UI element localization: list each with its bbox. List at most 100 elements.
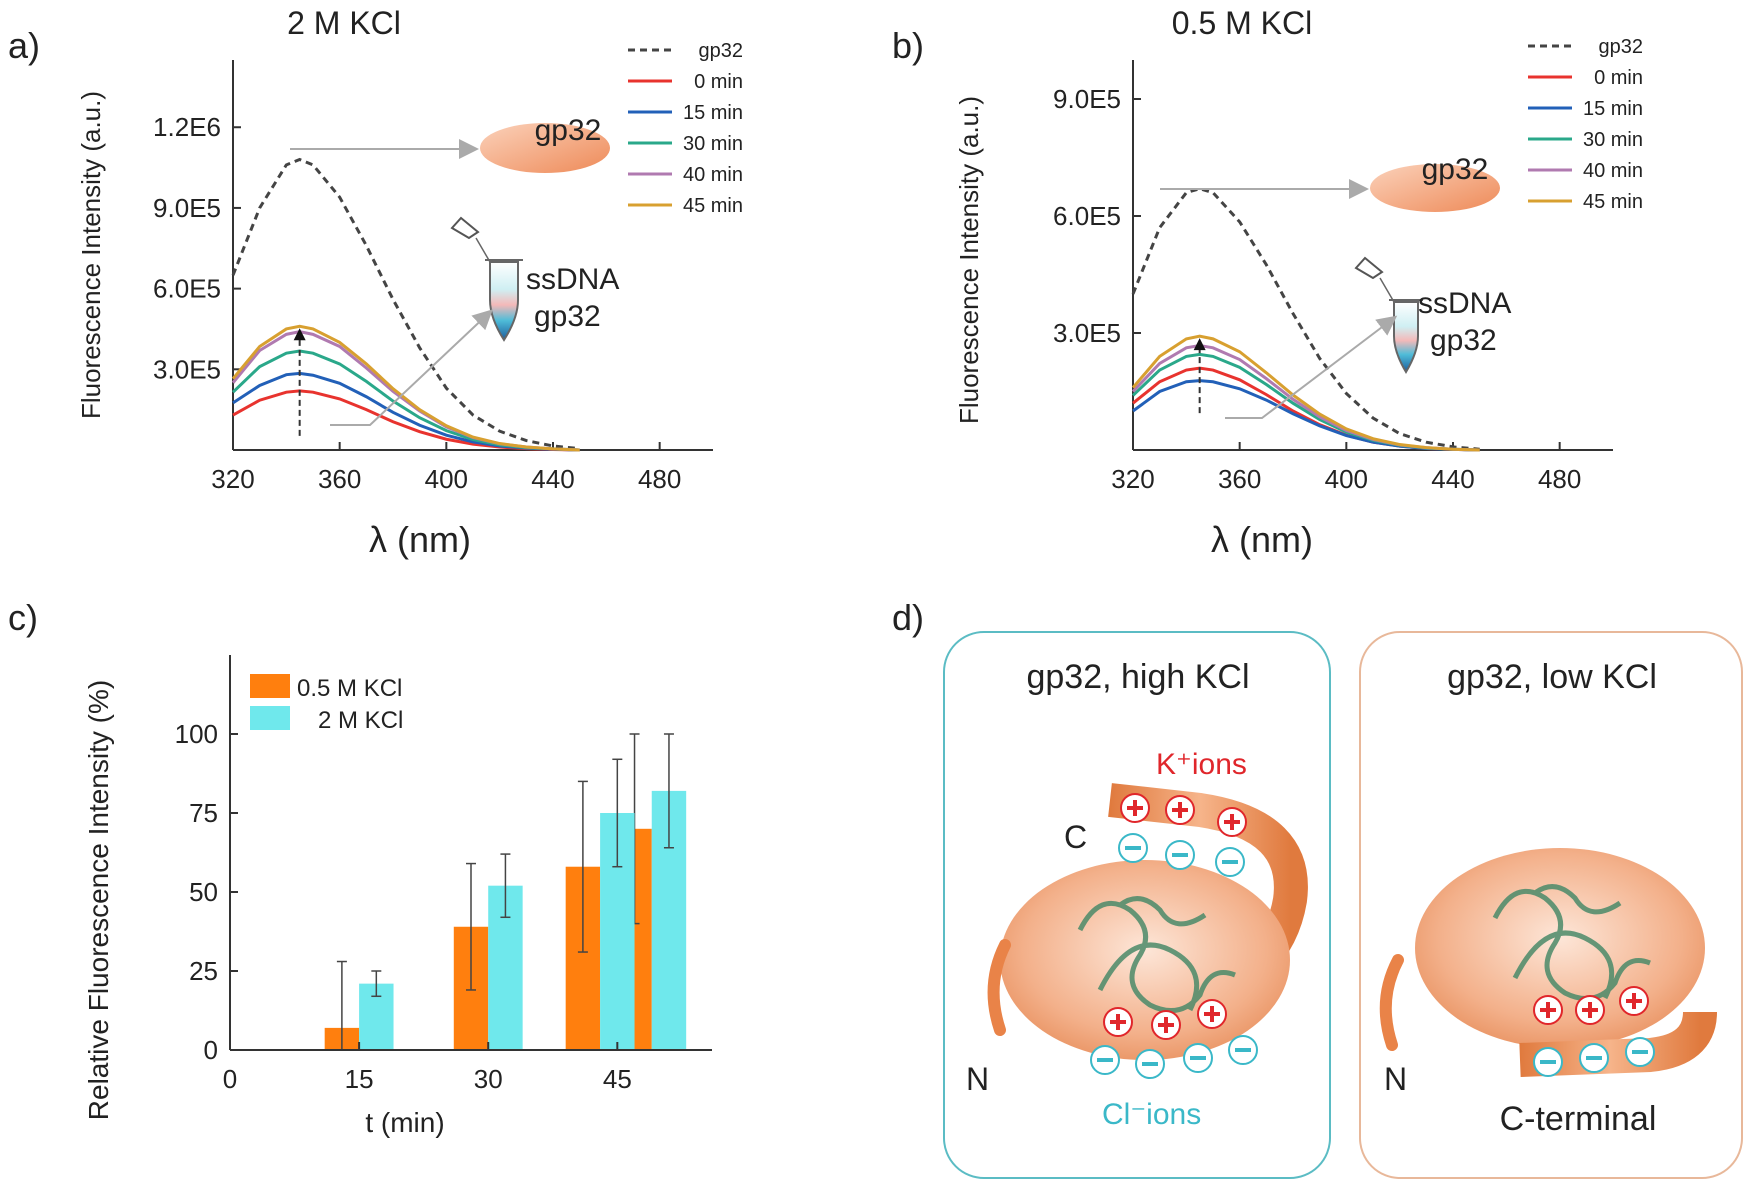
panel-b-xlabel: λ (nm) (1211, 519, 1313, 560)
protein-structure-right (1492, 884, 1651, 1002)
panel-b-tube-icon (1354, 256, 1423, 374)
peak-arrowhead (293, 328, 306, 341)
panel-a: a) 2 M KCl Fluorescence Intensity (a.u.)… (8, 5, 743, 560)
series-line-15-min (232, 371, 580, 452)
x-tick-label: 320 (1111, 464, 1154, 494)
panel-c-ylabel: Relative Fluorescence Intensity (%) (83, 680, 114, 1120)
legend-label-0: gp32 (699, 40, 744, 62)
cl-ions-label: Cl⁻ions (1102, 1098, 1201, 1131)
ions-left (1090, 793, 1258, 1079)
n-terminal-ribbon-left (987, 939, 1011, 1036)
panel-a-tube-icon (450, 216, 523, 342)
x-tick-label: 0 (223, 1064, 237, 1094)
series-line-45-min (1131, 334, 1480, 452)
peak-arrowhead (1193, 338, 1206, 351)
panel-b-tube-label-2: gp32 (1430, 324, 1497, 357)
legend-swatch-2M (250, 706, 290, 730)
panel-a-legend: gp32 0 min 15 min 30 min 40 min 45 min (628, 40, 743, 217)
panel-d-letter: d) (892, 597, 924, 638)
legend-label-1: 0 min (694, 71, 743, 93)
x-tick-label: 30 (474, 1064, 503, 1094)
legend-label-0.5M: 0.5 M KCl (297, 675, 402, 702)
panel-a-xlabel: λ (nm) (369, 519, 471, 560)
series-line-15-min (1132, 379, 1480, 452)
panel-c: c) Relative Fluorescence Intensity (%) t… (8, 597, 712, 1138)
k-ions-label: K⁺ions (1156, 748, 1247, 781)
protein-body-left (1000, 860, 1290, 1060)
panel-b: b) 0.5 M KCl Fluorescence Intensity (a.u… (892, 5, 1643, 560)
x-tick-label: 360 (318, 464, 361, 494)
series-line-gp32 (231, 157, 580, 451)
legend-label-4: 40 min (683, 164, 743, 186)
x-tick-label: 480 (638, 464, 681, 494)
x-tick-label: 360 (1218, 464, 1261, 494)
panel-a-plot: 320 360 400 440 480 3.0E5 6.0E5 9.0E5 1.2E6 (153, 60, 713, 494)
high-kcl-title: gp32, high KCl (1026, 658, 1249, 696)
panel-c-legend: 0.5 M KCl 2 M KCl (250, 674, 403, 734)
y-tick-label: 6.0E5 (153, 274, 221, 304)
panel-d: d) gp32, high KCl K⁺ions C N Cl⁻ions gp3… (892, 597, 1743, 1179)
panel-a-title: 2 M KCl (287, 5, 401, 41)
x-tick-label: 400 (1325, 464, 1368, 494)
y-tick-label: 9.0E5 (153, 193, 221, 223)
panel-b-plot: 320 360 400 440 480 3.0E5 6.0E5 9.0E5 (1053, 60, 1613, 494)
x-tick-label: 400 (425, 464, 468, 494)
protein-structure-left (1077, 896, 1236, 1014)
x-tick-label: 45 (603, 1064, 632, 1094)
panel-a-tube-label-2: gp32 (534, 300, 601, 333)
n-label-right: N (1384, 1061, 1407, 1097)
c-label: C (1064, 819, 1087, 855)
y-tick-label: 25 (189, 956, 218, 986)
y-tick-label: 3.0E5 (153, 354, 221, 384)
panel-b-protein-oval (1370, 164, 1500, 212)
panel-c-xlabel: t (min) (365, 1107, 444, 1138)
legend-swatch-0.5M (250, 674, 290, 698)
panel-b-letter: b) (892, 25, 924, 66)
legend-label-5: 45 min (683, 195, 743, 217)
x-tick-label: 15 (345, 1064, 374, 1094)
panel-b-ylabel: Fluorescence Intensity (a.u.) (954, 96, 984, 424)
panel-a-tube-arrow (330, 309, 493, 426)
legend-label-5: 45 min (1583, 191, 1643, 213)
x-tick-label: 440 (1431, 464, 1474, 494)
panel-a-tube-label-1: ssDNA (526, 263, 619, 296)
legend-label-2M: 2 M KCl (318, 707, 403, 734)
x-tick-label: 480 (1538, 464, 1581, 494)
series-line-gp32 (1131, 187, 1480, 451)
panel-b-legend: gp32 0 min 15 min 30 min 40 min 45 min (1528, 36, 1643, 213)
panel-b-tube-arrow (1225, 315, 1398, 419)
series-line-30-min (1131, 352, 1480, 452)
panel-a-protein-oval (480, 123, 610, 173)
y-tick-label: 50 (189, 877, 218, 907)
panel-a-ylabel: Fluorescence Intensity (a.u.) (76, 91, 106, 419)
y-tick-label: 100 (175, 719, 218, 749)
low-kcl-title: gp32, low KCl (1447, 658, 1657, 696)
legend-label-1: 0 min (1594, 67, 1643, 89)
legend-label-0: gp32 (1599, 36, 1644, 58)
panel-c-plot: 0 15 30 45 0 25 50 75 100 (175, 655, 712, 1094)
series-line-45-min (231, 324, 580, 452)
low-kcl-diagram: gp32, low KCl N C-terminal (1359, 631, 1743, 1179)
x-tick-label: 440 (531, 464, 574, 494)
y-tick-label: 75 (189, 798, 218, 828)
x-tick-label: 320 (211, 464, 254, 494)
n-label-left: N (966, 1061, 989, 1097)
c-terminal-label: C-terminal (1500, 1100, 1657, 1138)
panel-b-protein-label: gp32 (1422, 153, 1489, 186)
ions-right (1533, 986, 1655, 1077)
high-kcl-diagram: gp32, high KCl K⁺ions C N Cl⁻ions (943, 631, 1331, 1179)
legend-label-2: 15 min (683, 102, 743, 124)
y-tick-label: 6.0E5 (1053, 201, 1121, 231)
legend-label-2: 15 min (1583, 98, 1643, 120)
legend-label-3: 30 min (683, 133, 743, 155)
y-tick-label: 0 (204, 1035, 218, 1065)
y-tick-label: 1.2E6 (153, 112, 221, 142)
legend-label-3: 30 min (1583, 129, 1643, 151)
panel-b-tube-label-1: ssDNA (1418, 287, 1511, 320)
panel-b-title: 0.5 M KCl (1172, 5, 1312, 41)
legend-label-4: 40 min (1583, 160, 1643, 182)
panel-a-protein-label: gp32 (535, 114, 602, 147)
y-tick-label: 9.0E5 (1053, 84, 1121, 114)
panel-c-letter: c) (8, 597, 38, 638)
